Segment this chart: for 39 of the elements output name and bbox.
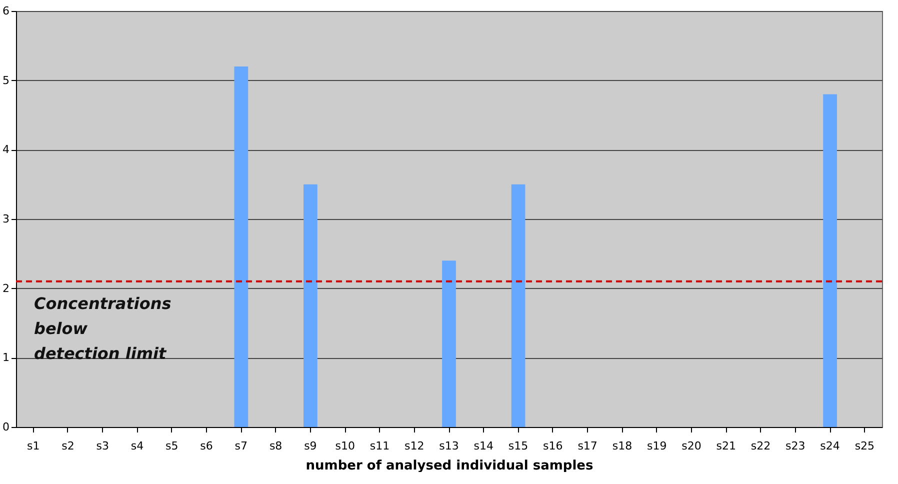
x-tick-label: s6 [200,440,213,452]
y-tick-label: 3 [2,212,10,226]
x-tick-label: s19 [646,440,667,452]
x-tick-label: s13 [439,440,459,452]
x-tick-label: s25 [854,440,875,452]
y-tick-label: 6 [2,4,10,18]
y-tick-label: 1 [2,351,10,364]
bar [823,94,837,427]
annotation: Concentrations below detection limit [34,294,172,363]
x-tick-label: s17 [578,440,598,452]
x-tick-label: s9 [304,440,317,452]
y-tick-label: 2 [2,282,10,295]
x-tick-label: s5 [166,440,178,452]
x-tick-label: s8 [269,440,282,452]
x-tick-label: s4 [130,440,144,452]
bar [304,184,318,427]
x-tick-label: s3 [96,440,109,452]
x-tick-label: s10 [335,440,355,452]
y-tick-label: 5 [2,74,10,87]
y-tick-label: 4 [2,143,10,156]
x-tick-label: s18 [612,440,632,452]
y-tick-label: 0 [2,420,10,434]
x-tick-label: s16 [543,440,563,452]
bar [442,260,456,427]
bar [234,66,248,427]
x-tick-label: s7 [234,440,248,452]
bar [511,184,526,427]
x-tick-label: s1 [26,440,40,452]
x-tick-label: s23 [786,440,806,452]
x-tick-label: s12 [404,440,424,452]
x-tick-label: s15 [508,440,528,452]
x-tick-label: s11 [370,440,390,452]
x-tick-label: s22 [750,440,771,452]
x-tick-label: s14 [474,440,494,452]
x-axis-title: number of analysed individual samples [306,458,594,474]
x-tick-label: s24 [820,440,840,452]
x-tick-label: s21 [716,440,736,452]
x-tick-label: s2 [62,440,74,452]
x-tick-label: s20 [682,440,702,452]
